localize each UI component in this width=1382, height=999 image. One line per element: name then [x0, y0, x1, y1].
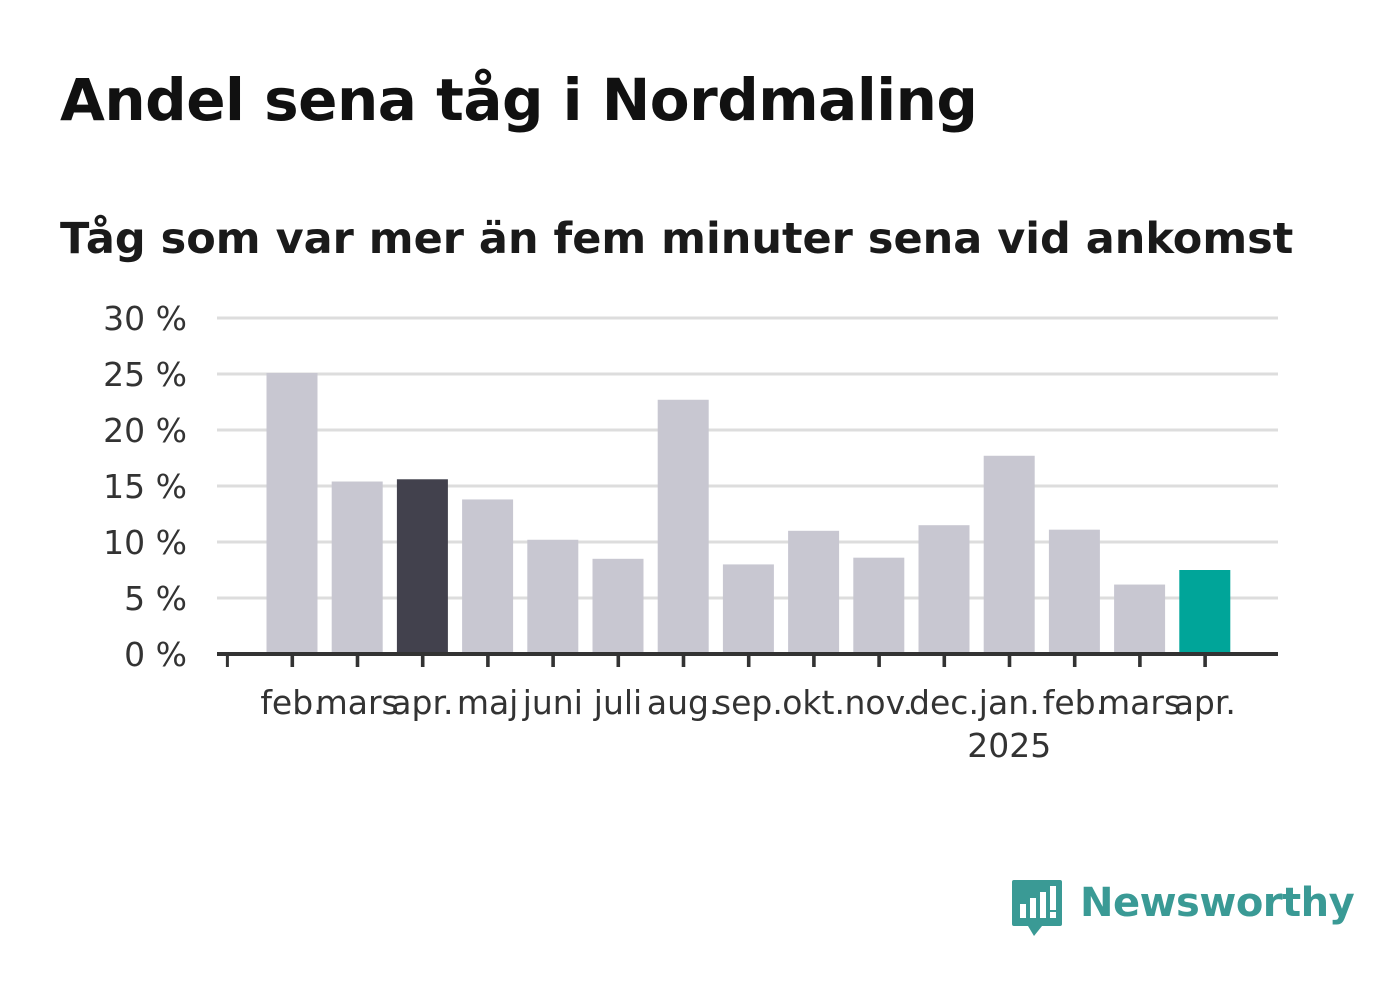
- y-tick-label: 30 %: [103, 299, 187, 338]
- x-tick-label: nov.: [845, 683, 914, 722]
- bar: [593, 559, 644, 654]
- bar: [919, 525, 970, 654]
- bar: [984, 456, 1035, 654]
- x-tick-label: mars: [316, 683, 399, 722]
- x-year-label: 2025: [967, 726, 1051, 765]
- y-tick-label: 20 %: [103, 411, 187, 450]
- x-tick-label: mars: [1098, 683, 1181, 722]
- y-tick-label: 15 %: [103, 467, 187, 506]
- x-tick-label: okt.: [782, 683, 845, 722]
- y-tick-label: 0 %: [124, 635, 187, 674]
- bar: [1179, 570, 1230, 654]
- y-tick-label: 5 %: [124, 579, 187, 618]
- bars: [267, 373, 1231, 654]
- y-tick-label: 10 %: [103, 523, 187, 562]
- x-tick-label: dec.: [909, 683, 979, 722]
- bar: [267, 373, 318, 654]
- bar: [527, 540, 578, 654]
- x-tick-label: jan.: [978, 683, 1040, 722]
- x-tick-label: maj: [457, 683, 519, 722]
- bar: [1049, 530, 1100, 654]
- y-axis-tick-labels: 0 % 5 % 10 % 15 % 20 % 25 % 30 %: [103, 299, 187, 674]
- x-tick-label: feb.: [1043, 683, 1106, 722]
- bar: [658, 400, 709, 654]
- x-tick-label: aug.: [647, 683, 720, 722]
- bar: [332, 482, 383, 654]
- x-tick-label: apr.: [391, 683, 453, 722]
- x-axis: [217, 654, 1278, 667]
- bar: [397, 479, 448, 654]
- bar-chart: 0 %5 %10 %15 %20 %25 %30 % feb.marsapr. m…: [0, 0, 1382, 999]
- x-tick-label: feb.: [260, 683, 323, 722]
- x-tick-label: juni: [522, 683, 583, 722]
- x-tick-label: juli: [593, 683, 642, 722]
- bar: [1114, 585, 1165, 654]
- newsworthy-logo: Newsworthy: [1010, 878, 1330, 942]
- brand-name: Newsworthy: [1080, 880, 1354, 926]
- x-tick-label: apr.: [1174, 683, 1236, 722]
- bar: [723, 564, 774, 654]
- bar: [853, 558, 904, 654]
- y-tick-label: 25 %: [103, 355, 187, 394]
- x-tick-label: sep.: [714, 683, 783, 722]
- bar: [788, 531, 839, 654]
- bar-chart-speech-bubble-icon: [1010, 878, 1066, 940]
- bar: [462, 499, 513, 654]
